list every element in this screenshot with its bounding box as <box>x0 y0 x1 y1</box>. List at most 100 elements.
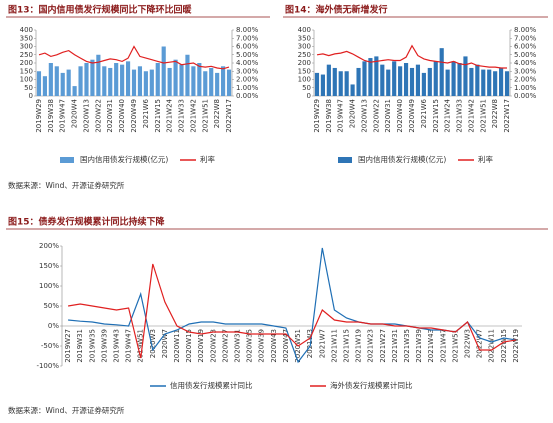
x-tick-label: 2020W35 <box>246 329 254 363</box>
bar <box>155 63 160 96</box>
x-tick-label: 2021W51 <box>479 99 487 133</box>
y-tick-label: 150% <box>39 262 59 270</box>
y-tick-label: 350 <box>20 34 33 42</box>
y2-tick-label: 6.00% <box>236 43 259 51</box>
x-tick-label: 2020W39 <box>258 329 266 363</box>
x-tick-label: 2021W42 <box>467 99 475 133</box>
bar <box>469 67 474 96</box>
x-tick-label: 2020W49 <box>130 99 138 133</box>
y-tick-label: 250 <box>298 51 311 59</box>
legend-swatch <box>338 157 352 163</box>
x-tick-label: 2020W4 <box>349 98 357 128</box>
x-tick-label: 2020W43 <box>270 329 278 363</box>
legend-label: 利率 <box>200 154 215 164</box>
bar <box>149 69 154 96</box>
x-tick-label: 2020W23 <box>209 329 217 363</box>
bar <box>108 67 113 96</box>
line-series <box>38 45 230 70</box>
x-tick-label: 2021W33 <box>178 99 186 133</box>
x-tick-label: 2022W8 <box>491 99 499 128</box>
bar <box>314 72 320 96</box>
bar <box>487 69 492 96</box>
y-tick-label: 150 <box>20 67 33 75</box>
x-tick-label: 2019W27 <box>64 329 72 363</box>
x-tick-label: 2020W49 <box>408 99 416 133</box>
y-tick-label: 50 <box>302 84 311 92</box>
x-tick-label: 2021W51 <box>201 99 209 133</box>
bar <box>120 64 125 96</box>
bar <box>78 66 83 96</box>
y-tick-label: 400 <box>20 26 33 34</box>
x-tick-label: 2021W6 <box>142 98 150 128</box>
bar <box>191 66 196 96</box>
y2-tick-label: 0.00% <box>236 92 259 100</box>
x-tick-label: 2019W47 <box>125 329 133 363</box>
bar <box>131 69 137 96</box>
x-tick-label: 2022W15 <box>500 329 508 363</box>
bar <box>374 56 379 96</box>
bar <box>185 54 190 96</box>
bar <box>493 71 498 96</box>
bar <box>96 54 101 96</box>
bar <box>475 64 480 96</box>
bar <box>481 69 486 96</box>
x-tick-label: 2020W31 <box>106 99 114 133</box>
legend-label: 海外债发行规模累计同比 <box>330 380 413 390</box>
y2-tick-label: 3.00% <box>514 67 537 75</box>
bar <box>102 66 107 96</box>
y2-tick-label: 5.00% <box>514 51 537 59</box>
y2-tick-label: 5.00% <box>236 51 259 59</box>
y2-tick-label: 4.00% <box>236 59 259 67</box>
x-tick-label: 2020W40 <box>118 99 126 133</box>
x-tick-label: 2019W39 <box>100 329 108 363</box>
y2-tick-label: 3.00% <box>236 67 259 75</box>
bar <box>350 84 355 96</box>
x-tick-label: 2020W47 <box>282 329 290 363</box>
bar <box>209 67 214 96</box>
x-tick-label: 2021W15 <box>432 99 440 133</box>
source-note: 数据来源：Wind、开源证券研究所 <box>8 405 125 415</box>
bar <box>463 56 468 96</box>
legend-label: 国内信用债发行规模(亿元) <box>358 154 446 164</box>
x-tick-label: 2020W40 <box>396 99 404 133</box>
bar <box>427 67 432 96</box>
x-tick-label: 2021W51 <box>451 329 459 363</box>
x-tick-label: 2019W29 <box>313 99 321 133</box>
y-tick-label: 150 <box>298 67 311 75</box>
x-tick-label: 2020W22 <box>372 99 380 133</box>
y2-tick-label: 7.00% <box>514 34 537 42</box>
bar <box>368 58 373 96</box>
bar <box>215 72 220 96</box>
bar <box>60 72 65 96</box>
legend-label: 利率 <box>478 154 493 164</box>
x-tick-label: 2019W47 <box>59 99 67 133</box>
x-tick-label: 2022W19 <box>512 329 520 363</box>
x-tick-label: 2020W31 <box>234 329 242 363</box>
y2-tick-label: 2.00% <box>514 76 537 84</box>
x-tick-label: 2022W17 <box>503 99 511 133</box>
y-tick-label: 300 <box>20 43 33 51</box>
y2-tick-label: 0.00% <box>514 92 537 100</box>
line-series <box>68 263 516 359</box>
y2-tick-label: 7.00% <box>236 34 259 42</box>
x-tick-label: 2020W11 <box>173 329 181 363</box>
bar <box>90 59 95 96</box>
bar <box>226 69 232 96</box>
x-tick-label: 2022W17 <box>225 99 233 133</box>
x-tick-label: 2022W11 <box>488 329 496 363</box>
bar <box>42 76 47 96</box>
y-tick-label: 200 <box>20 59 33 67</box>
y-tick-label: 400 <box>298 26 311 34</box>
bar <box>66 69 71 96</box>
y-tick-label: 0% <box>48 322 59 330</box>
x-tick-label: 2019W43 <box>112 329 120 363</box>
y2-tick-label: 1.00% <box>236 84 259 92</box>
line-series <box>68 247 516 364</box>
y2-tick-label: 8.00% <box>514 26 537 34</box>
bar <box>173 59 178 96</box>
bar <box>137 66 143 96</box>
bar <box>221 66 226 96</box>
bar <box>161 46 166 96</box>
y-tick-label: 200 <box>298 59 311 67</box>
bar <box>445 69 450 96</box>
